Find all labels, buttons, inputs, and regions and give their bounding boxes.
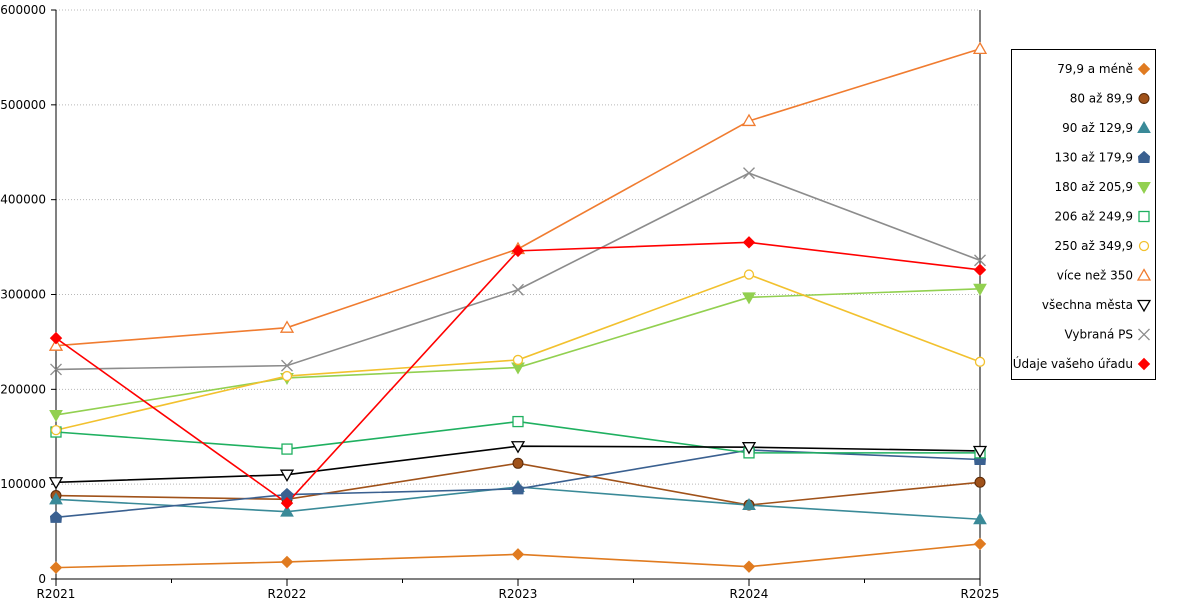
data-point xyxy=(510,441,526,454)
data-point xyxy=(49,492,63,505)
data-point xyxy=(49,561,63,574)
y-tick-label: 200000 xyxy=(0,382,46,396)
data-point xyxy=(279,320,295,333)
data-point xyxy=(974,254,986,267)
legend-marker xyxy=(1137,62,1151,76)
data-point xyxy=(973,263,987,277)
legend-marker xyxy=(1137,150,1151,163)
legend-label: Vybraná PS xyxy=(1064,328,1133,342)
data-point xyxy=(741,442,757,455)
legend-label: 206 až 249,9 xyxy=(1054,210,1133,224)
legend-marker xyxy=(1137,182,1151,195)
legend-label: Údaje vašeho úřadu xyxy=(1013,356,1133,371)
data-point xyxy=(973,512,987,525)
legend-marker xyxy=(1137,120,1151,133)
legend-label: 80 až 89,9 xyxy=(1070,92,1133,106)
data-point xyxy=(512,457,524,469)
data-point xyxy=(280,504,294,517)
x-tick-label: R2022 xyxy=(268,587,307,600)
series-line xyxy=(55,273,981,431)
data-point xyxy=(742,292,756,305)
data-point xyxy=(280,496,294,510)
data-point xyxy=(49,409,63,422)
data-point xyxy=(974,476,986,488)
data-point xyxy=(512,283,524,296)
x-stroke xyxy=(743,167,755,180)
series-line xyxy=(55,48,981,347)
x-stroke xyxy=(512,283,524,296)
data-point xyxy=(973,283,987,296)
y-tick-label: 600000 xyxy=(0,3,46,17)
legend-label: 130 až 179,9 xyxy=(1054,151,1133,165)
data-point xyxy=(512,354,524,366)
data-point xyxy=(972,41,988,55)
series-line xyxy=(55,288,981,416)
data-point xyxy=(281,370,293,382)
data-point xyxy=(511,244,525,258)
x-tick-label: R2024 xyxy=(730,587,769,600)
legend-marker xyxy=(1137,357,1151,371)
data-point xyxy=(280,555,294,569)
data-point xyxy=(972,445,988,459)
data-point xyxy=(50,363,62,376)
legend-marker xyxy=(1138,93,1150,104)
legend-box xyxy=(1011,49,1156,380)
data-point xyxy=(973,537,987,551)
x-stroke xyxy=(974,254,986,267)
data-point xyxy=(511,482,525,495)
x-tick-label: R2025 xyxy=(961,587,1000,600)
data-point xyxy=(281,359,293,372)
data-point xyxy=(49,331,63,345)
legend-marker xyxy=(1138,328,1150,341)
data-point xyxy=(743,269,755,280)
y-tick-label: 500000 xyxy=(0,98,46,112)
data-point xyxy=(974,356,986,367)
x-tick-label: R2021 xyxy=(37,587,76,600)
legend: 79,9 a méně 80 až 89,9 90 až 129,9 130 až 1… xyxy=(1011,49,1156,380)
legend-label: 250 až 349,9 xyxy=(1054,239,1133,253)
y-tick-label: 0 xyxy=(38,572,46,586)
x-stroke xyxy=(1138,328,1150,341)
data-point xyxy=(48,338,64,351)
data-point xyxy=(742,560,756,573)
legend-label: více než 350 xyxy=(1057,269,1133,283)
data-point xyxy=(48,477,64,490)
x-stroke xyxy=(281,359,293,372)
legend-marker xyxy=(1138,210,1150,223)
legend-label: všechna města xyxy=(1042,298,1133,312)
legend-label: 90 až 129,9 xyxy=(1062,121,1133,135)
data-point xyxy=(279,469,295,482)
series-markers xyxy=(48,41,988,574)
data-point xyxy=(742,236,756,249)
y-tick-label: 400000 xyxy=(0,193,46,207)
data-point xyxy=(50,424,62,436)
series-line xyxy=(55,172,981,371)
data-point xyxy=(512,415,524,428)
legend-marker xyxy=(1136,268,1152,281)
x-stroke xyxy=(50,363,62,376)
legend-label: 79,9 a méně xyxy=(1057,62,1133,76)
legend-marker xyxy=(1138,240,1150,252)
data-point xyxy=(743,167,755,180)
y-tick-label: 300000 xyxy=(0,288,46,302)
data-point xyxy=(741,113,757,127)
data-point xyxy=(49,510,63,523)
legend-marker xyxy=(1136,299,1152,313)
x-tick-label: R2023 xyxy=(499,587,538,600)
data-point xyxy=(511,548,525,561)
axes: 0 100000 200000 300000 400000 500000 600000 R20… xyxy=(0,3,999,600)
legend-label: 180 až 205,9 xyxy=(1054,180,1133,194)
y-tick-label: 100000 xyxy=(0,477,46,491)
data-point xyxy=(742,498,756,511)
data-point xyxy=(281,443,293,455)
